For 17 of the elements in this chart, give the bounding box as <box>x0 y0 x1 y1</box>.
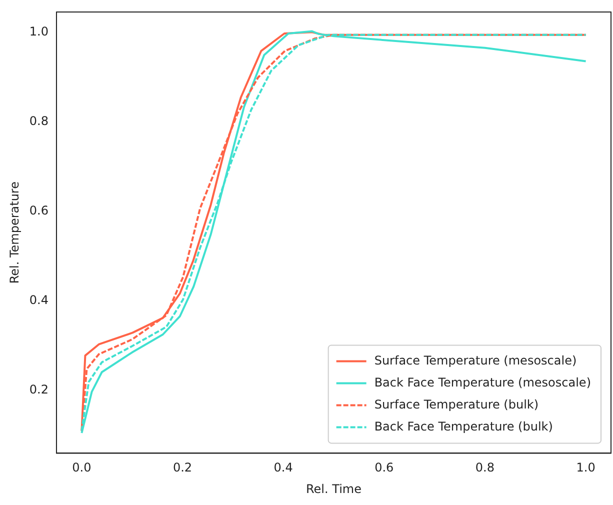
legend-label: Back Face Temperature (bulk) <box>374 419 553 434</box>
x-tick-label: 0.8 <box>475 460 495 475</box>
x-axis-title: Rel. Time <box>306 482 362 496</box>
y-axis-title: Rel. Temperature <box>7 182 22 284</box>
x-tick-label: 0.0 <box>72 460 92 475</box>
y-tick-label: 0.6 <box>29 203 48 218</box>
x-tick-label: 0.4 <box>274 460 293 475</box>
y-tick-label: 0.8 <box>29 114 48 128</box>
legend-label: Back Face Temperature (mesoscale) <box>374 375 592 390</box>
y-tick-label: 0.2 <box>29 382 48 397</box>
legend-label: Surface Temperature (bulk) <box>374 397 539 412</box>
x-tick-label: 0.2 <box>172 460 192 475</box>
x-tick-label: 0.6 <box>374 460 394 475</box>
legend-label: Surface Temperature (mesoscale) <box>374 353 577 368</box>
x-tick-label: 1.0 <box>576 460 596 475</box>
y-tick-label: 0.4 <box>29 293 48 308</box>
y-tick-label: 1.0 <box>29 24 48 38</box>
